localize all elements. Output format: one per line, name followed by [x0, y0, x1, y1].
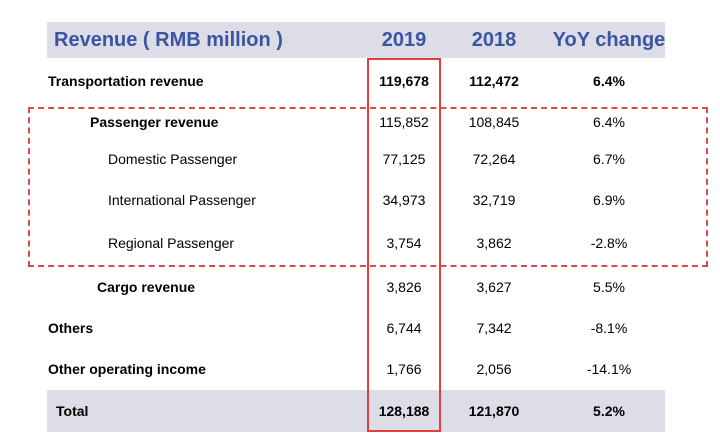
- row-2019-cargo: 3,826: [386, 279, 422, 295]
- row-2019-others: 6,744: [386, 320, 422, 336]
- row-label-transportation: Transportation revenue: [48, 73, 204, 89]
- row-2018-other-operating: 2,056: [476, 361, 512, 377]
- row-2018-cargo: 3,627: [476, 279, 512, 295]
- row-yoy-transportation: 6.4%: [593, 73, 625, 89]
- row-label-regional: Regional Passenger: [108, 235, 235, 251]
- row-yoy-cargo: 5.5%: [593, 279, 625, 295]
- row-label-domestic: Domestic Passenger: [108, 151, 238, 167]
- row-2018-domestic: 72,264: [472, 151, 516, 167]
- row-yoy-other-operating: -14.1%: [586, 361, 632, 377]
- row-2018-transportation: 112,472: [469, 73, 519, 89]
- row-label-international: International Passenger: [108, 192, 256, 208]
- row-2018-international: 32,719: [472, 192, 516, 208]
- header-revenue-label: Revenue ( RMB million ): [54, 29, 283, 51]
- row-2019-passenger: 115,852: [379, 114, 429, 130]
- row-yoy-total: 5.2%: [593, 403, 625, 419]
- row-2019-regional: 3,754: [386, 235, 422, 251]
- row-2019-total: 128,188: [378, 403, 430, 419]
- row-yoy-others: -8.1%: [590, 320, 628, 336]
- row-yoy-passenger: 6.4%: [593, 114, 625, 130]
- row-2018-others: 7,342: [476, 320, 512, 336]
- row-2019-domestic: 77,125: [382, 151, 426, 167]
- row-2019-international: 34,973: [382, 192, 426, 208]
- row-2018-total: 121,870: [468, 403, 520, 419]
- row-2019-other-operating: 1,766: [386, 361, 422, 377]
- row-2018-regional: 3,862: [476, 235, 512, 251]
- header-yoy-change: YoY change: [552, 29, 666, 51]
- row-label-cargo: Cargo revenue: [97, 279, 196, 295]
- row-label-total: Total: [56, 403, 89, 419]
- row-2019-transportation: 119,678: [379, 73, 429, 89]
- table-header-bar: [47, 22, 665, 58]
- row-yoy-domestic: 6.7%: [593, 151, 625, 167]
- header-2019: 2019: [381, 29, 427, 51]
- row-label-other-operating: Other operating income: [48, 361, 206, 377]
- highlight-2019-column-box: [367, 58, 441, 432]
- row-yoy-regional: -2.8%: [590, 235, 628, 251]
- total-row-bar: [47, 390, 665, 432]
- row-label-passenger: Passenger revenue: [90, 114, 219, 130]
- row-yoy-international: 6.9%: [593, 192, 625, 208]
- row-2018-passenger: 108,845: [468, 114, 520, 130]
- header-2018: 2018: [471, 29, 517, 51]
- row-label-others: Others: [48, 320, 94, 336]
